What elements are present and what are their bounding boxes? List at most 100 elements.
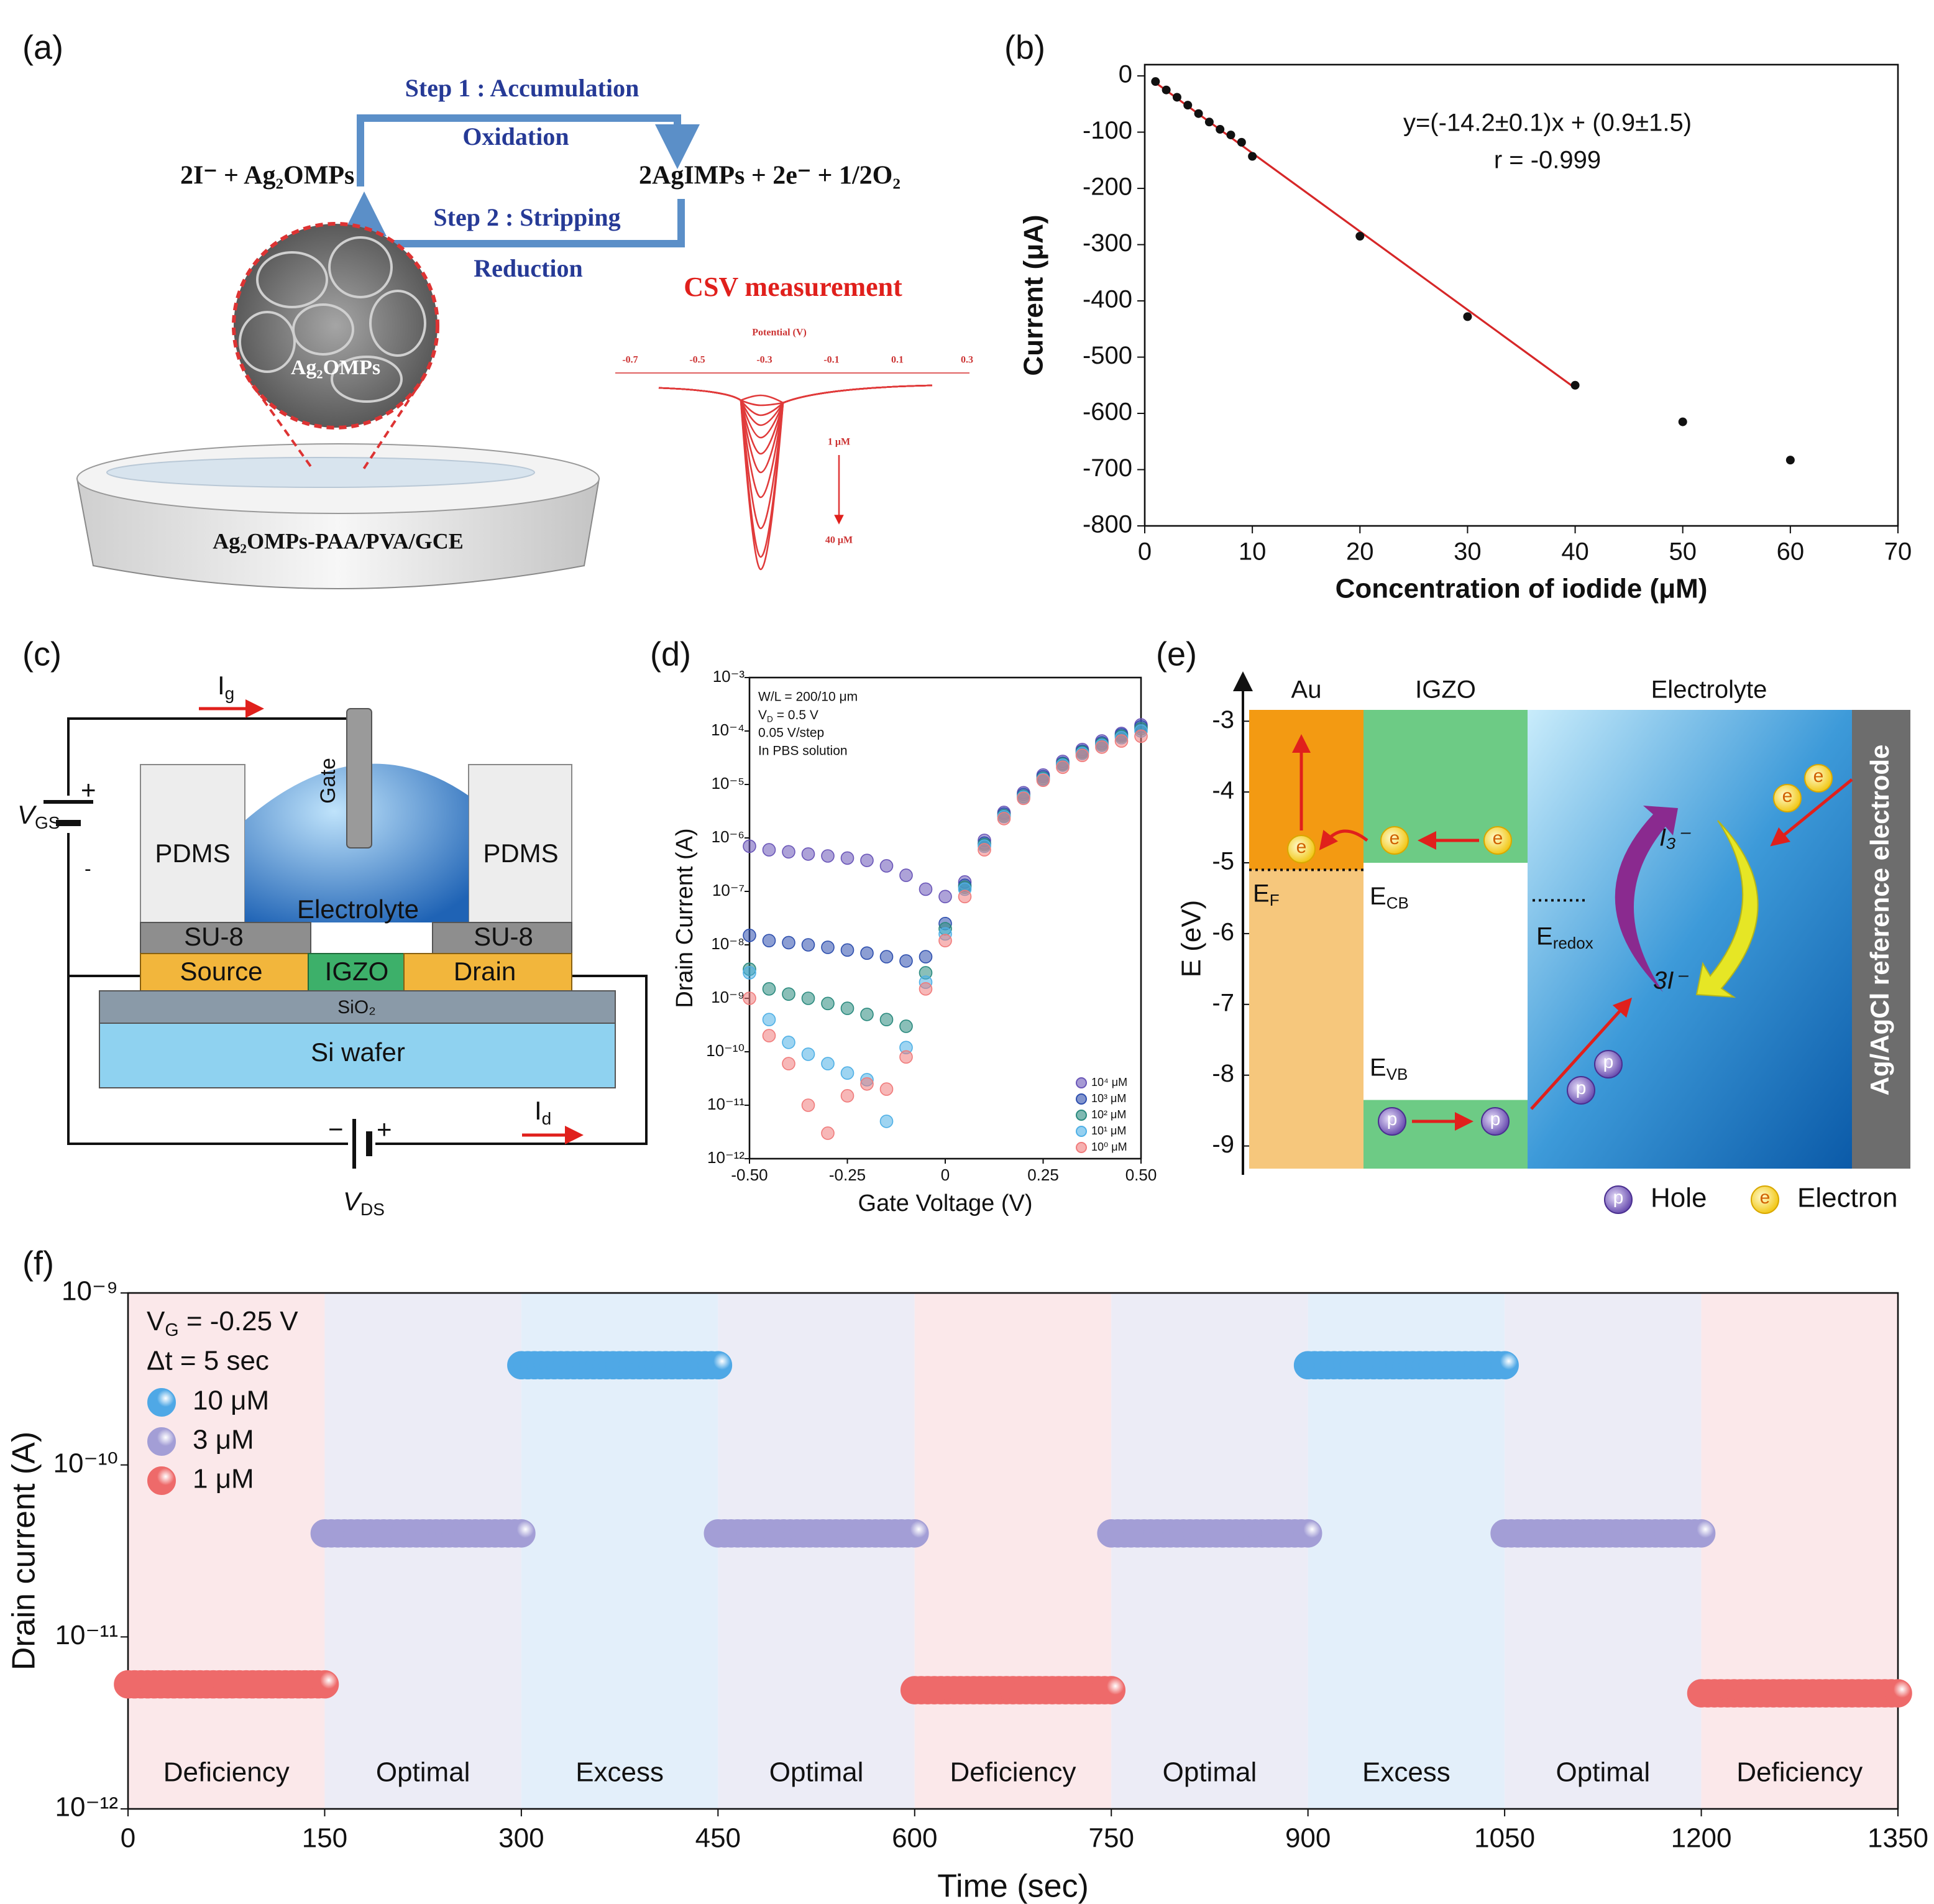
- electron: [1751, 1185, 1779, 1214]
- electron: [1483, 826, 1512, 855]
- step-process: Oxidation: [462, 122, 569, 150]
- subscript: VB: [1386, 1065, 1408, 1083]
- x-axis-label: Time (sec): [937, 1869, 1089, 1904]
- data-point: [899, 1050, 913, 1064]
- data-point: [762, 982, 776, 996]
- symbol: V: [758, 708, 767, 722]
- data-point: [860, 946, 874, 960]
- data-point: [1194, 109, 1203, 118]
- transfer-arrow: [1530, 997, 1633, 1110]
- subscript: g: [225, 684, 235, 703]
- y-axis-label: Drain Current (A): [672, 828, 698, 1008]
- species: 3I⁻: [1653, 967, 1689, 995]
- panel-label: (e): [1156, 635, 1197, 673]
- x-tick-label: 30: [1454, 538, 1482, 566]
- data-point: [860, 1008, 874, 1021]
- inset-tick: -0.3: [756, 355, 772, 366]
- region-label: Optimal: [376, 1757, 470, 1788]
- x-axis-label: Gate Voltage (V): [858, 1190, 1033, 1216]
- hole: [1604, 1185, 1633, 1214]
- legend-marker: [147, 1388, 176, 1417]
- voltage-label: VDS: [343, 1187, 385, 1219]
- x-tick-label: 450: [695, 1823, 741, 1854]
- y-tick-label: 10⁻¹¹: [55, 1620, 118, 1650]
- data-point: [938, 890, 952, 904]
- su8-label: SU-8: [184, 922, 244, 951]
- annotation: VG = -0.25 V: [147, 1306, 298, 1340]
- icon-label: e: [1782, 786, 1793, 806]
- grain: [239, 311, 296, 373]
- subscript: DS: [360, 1200, 385, 1219]
- data-point: [997, 812, 1011, 826]
- y-tick-label: 10⁻⁹: [711, 988, 745, 1006]
- data-point: [743, 929, 756, 942]
- y-tick-label: 10⁻⁸: [711, 934, 745, 953]
- y-tick-label: -700: [1083, 454, 1132, 482]
- y-tick-label: 10⁻⁹: [62, 1276, 118, 1307]
- data-point: [958, 890, 972, 904]
- annotation: In PBS solution: [758, 744, 848, 758]
- su8-layer: [140, 922, 311, 954]
- step-label: Step 1 : Accumulation: [405, 74, 639, 102]
- source-label: Source: [180, 957, 262, 986]
- legend-label: 10 μM: [193, 1386, 269, 1416]
- data-point: [1463, 312, 1472, 321]
- panel-c: Ig VGS + - PDMS PDMS Gate Electrolyte SU…: [17, 671, 648, 1219]
- data-point: [782, 845, 795, 859]
- legend-label: Hole: [1651, 1183, 1707, 1213]
- icon-label: p: [1603, 1052, 1614, 1072]
- annotation: y=(-14.2±0.1)x + (0.9±1.5): [1403, 109, 1692, 137]
- tick-label: -5: [1212, 848, 1234, 875]
- inset-tick: -0.1: [823, 355, 839, 366]
- data-point: [1114, 734, 1129, 748]
- inset-ticks: -0.7 -0.5 -0.3 -0.1 0.1 0.3: [622, 355, 973, 366]
- legend-marker: [1076, 1077, 1087, 1088]
- data-point: [1884, 1679, 1912, 1708]
- panel-label: (d): [650, 635, 691, 673]
- step-label: Step 2 : Stripping: [433, 203, 620, 231]
- data-point: [1785, 456, 1795, 465]
- equation: 2I⁻ + Ag₂OMPs: [180, 162, 354, 190]
- data-point: [1172, 93, 1181, 102]
- electron: [1804, 764, 1833, 793]
- annotation-text: = -0.25 V: [179, 1306, 299, 1336]
- data-point: [310, 1670, 339, 1699]
- y-tick-label: 10⁻¹¹: [707, 1095, 745, 1113]
- tick-label: -3: [1212, 706, 1234, 734]
- su8-label: SU-8: [474, 922, 533, 951]
- current-label: Id: [534, 1096, 551, 1128]
- polarity: +: [377, 1115, 392, 1144]
- data-point: [1075, 748, 1089, 763]
- grain: [328, 236, 393, 298]
- label: EF: [1253, 880, 1280, 909]
- legend-label: 10¹ μM: [1091, 1124, 1126, 1137]
- y-tick-label: 10⁻⁶: [712, 827, 745, 846]
- y-axis-label: Current (μA): [1019, 214, 1049, 375]
- region: [914, 1293, 1112, 1809]
- symbol: E: [1536, 922, 1553, 950]
- data-point: [762, 1029, 776, 1042]
- oxide-label: SiO₂: [337, 997, 376, 1018]
- annotation-text: = 0.5 V: [773, 708, 818, 722]
- electron: [1287, 835, 1316, 863]
- y-axis-label: Drain current (A): [6, 1432, 42, 1670]
- inset-title: CSV measurement: [684, 272, 902, 302]
- data-point: [821, 996, 835, 1011]
- data-point: [919, 882, 933, 896]
- x-tick-label: 0.25: [1027, 1166, 1059, 1184]
- particle-label: Ag₂OMPs: [291, 356, 380, 379]
- gate-label: Gate: [316, 758, 340, 804]
- data-point: [743, 991, 756, 1005]
- data-point: [782, 1057, 795, 1070]
- y-tick-label: 10⁻¹²: [55, 1792, 118, 1823]
- annotation: 0.05 V/step: [758, 726, 824, 740]
- data-point: [801, 1098, 815, 1112]
- x-tick-label: 750: [1089, 1823, 1134, 1854]
- x-tick-label: 0: [941, 1166, 950, 1184]
- subscript: d: [542, 1109, 552, 1128]
- inset-curve: [658, 384, 933, 530]
- data-point: [900, 1519, 929, 1548]
- y-tick-label: 10⁻⁷: [712, 881, 745, 899]
- data-point: [1226, 131, 1235, 140]
